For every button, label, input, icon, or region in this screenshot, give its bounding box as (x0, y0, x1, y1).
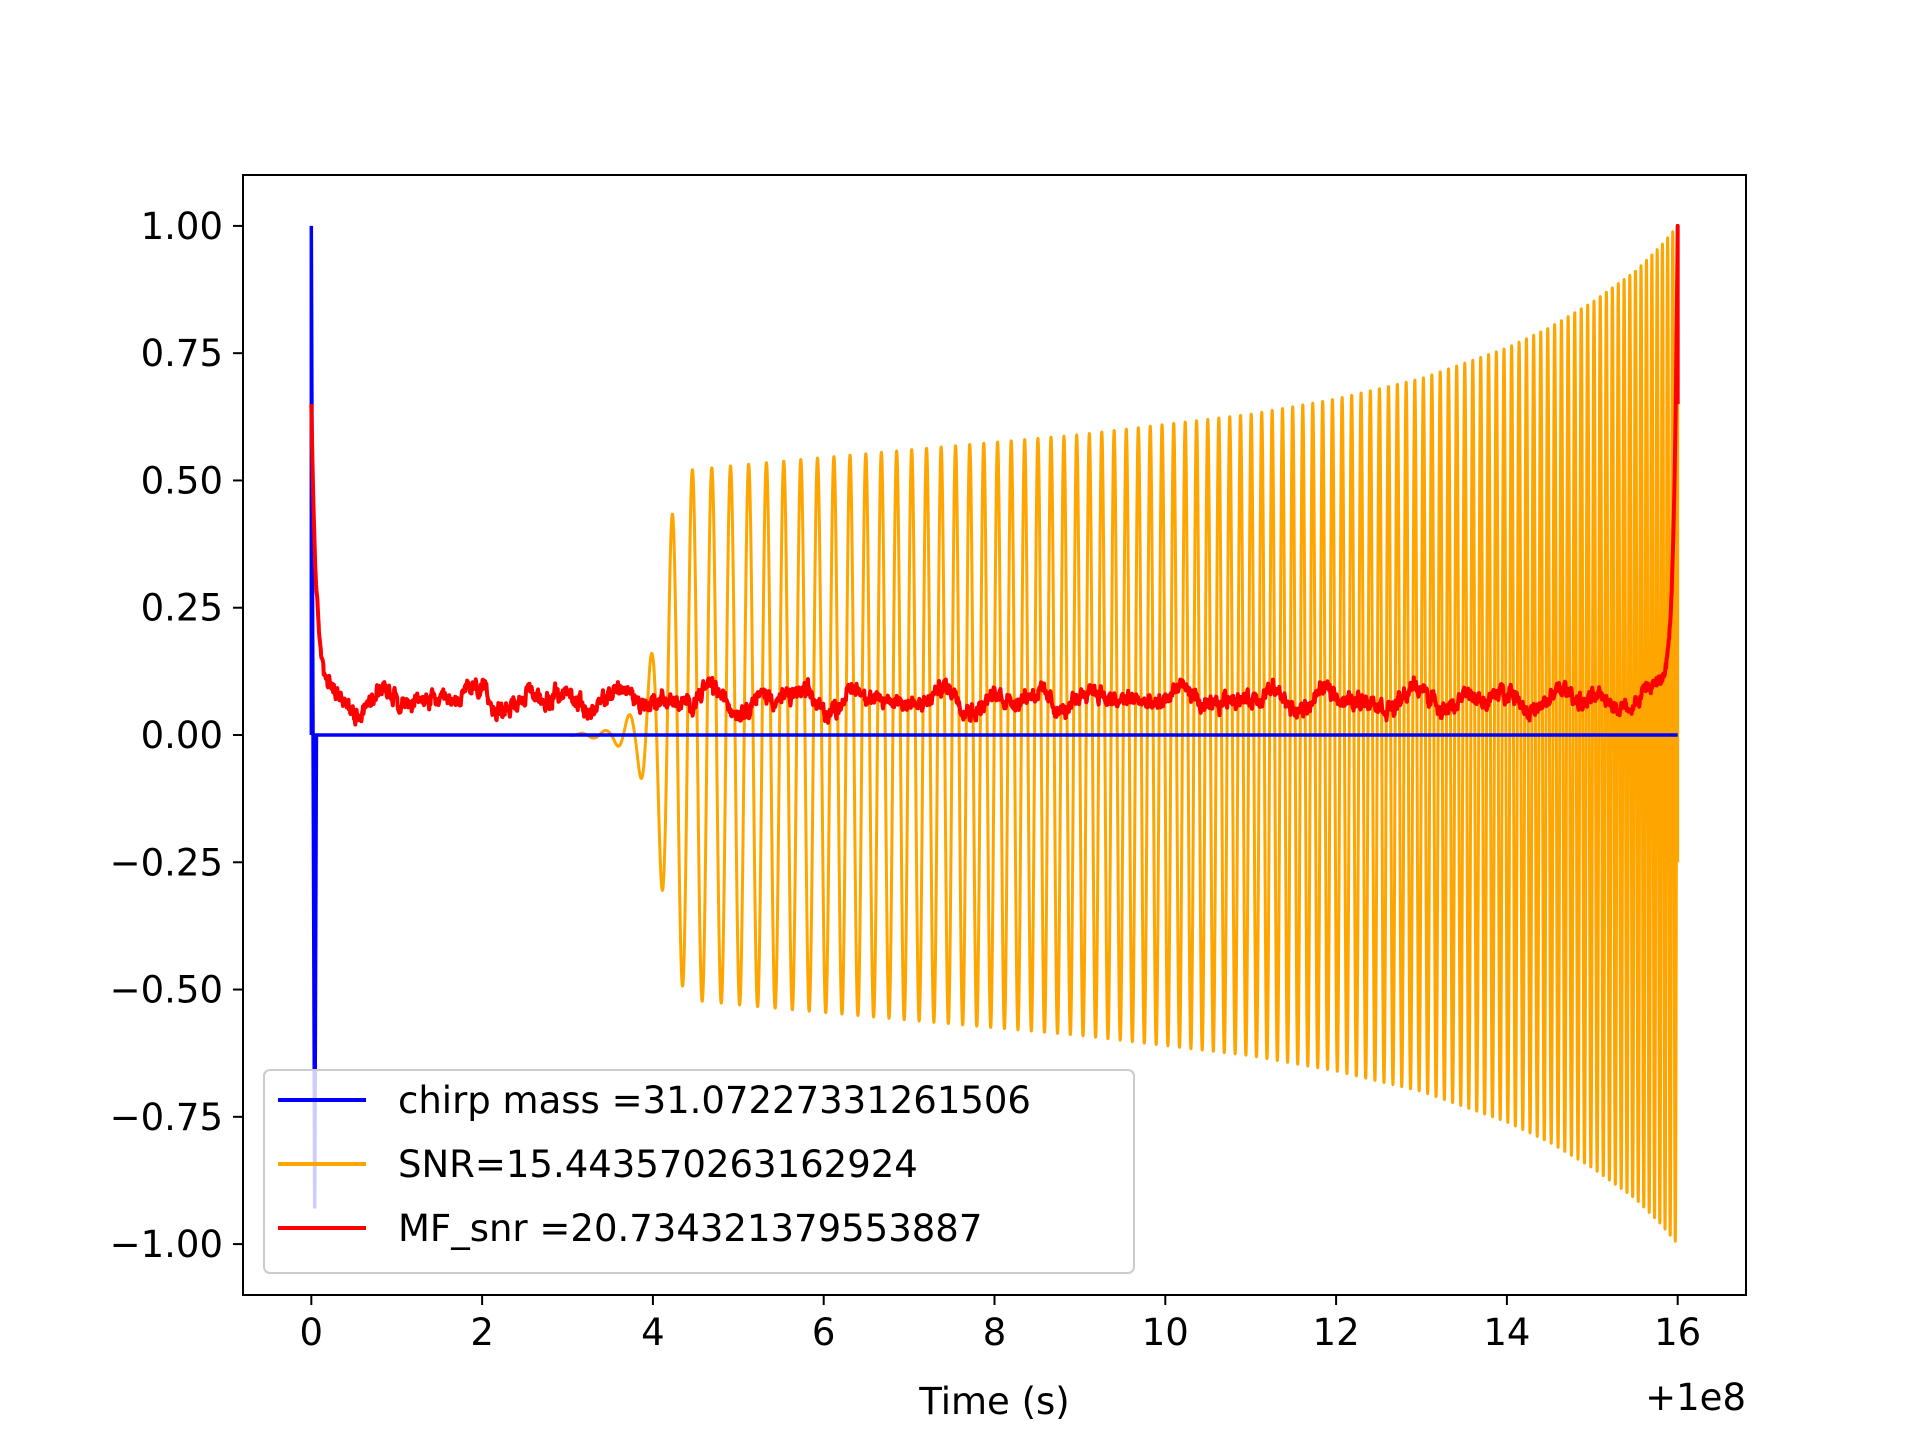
x-tick-label: 8 (983, 1311, 1007, 1354)
x-tick-label: 6 (812, 1311, 836, 1354)
y-tick-label: −0.75 (110, 1096, 223, 1139)
x-axis-label: Time (s) (918, 1380, 1069, 1423)
y-axis: 1.00 0.75 0.50 0.25 0.00 −0.25 −0.50 −0.75 −1.00 (110, 205, 243, 1266)
x-tick-label: 12 (1313, 1311, 1360, 1354)
legend-entry-label: MF_snr =20.734321379553887 (398, 1207, 982, 1250)
series-mf-snr-line (309, 223, 1680, 727)
x-tick-label: 16 (1654, 1311, 1701, 1354)
x-tick-label: 0 (300, 1311, 324, 1354)
y-tick-label: 1.00 (141, 205, 223, 248)
x-tick-label: 2 (470, 1311, 494, 1354)
x-axis: 0 2 4 6 8 10 12 14 16 (300, 1295, 1701, 1354)
x-tick-label: 10 (1142, 1311, 1189, 1354)
y-tick-label: 0.50 (141, 459, 223, 502)
y-tick-label: −0.25 (110, 841, 223, 884)
y-tick-label: −0.50 (110, 969, 223, 1012)
x-tick-label: 4 (641, 1311, 665, 1354)
legend-entry-label: chirp mass =31.07227331261506 (398, 1079, 1031, 1122)
x-tick-label: 14 (1483, 1311, 1530, 1354)
y-tick-label: −1.00 (110, 1223, 223, 1266)
y-tick-label: 0.25 (141, 587, 223, 630)
x-axis-offset-label: +1e8 (1645, 1376, 1746, 1419)
legend-entry-label: SNR=15.443570263162924 (398, 1143, 918, 1186)
y-tick-label: 0.00 (141, 714, 223, 757)
series-snr-line (311, 229, 1680, 1243)
series-chirp-mass-line (309, 225, 1678, 1209)
legend: chirp mass =31.07227331261506 SNR=15.4435… (263, 1069, 1135, 1274)
legend-box (263, 1069, 1135, 1274)
y-tick-label: 0.75 (141, 332, 223, 375)
